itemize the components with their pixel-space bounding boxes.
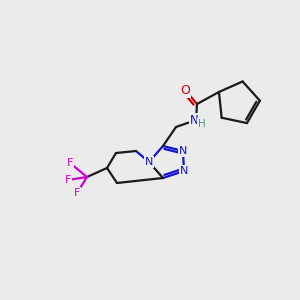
Text: F: F	[65, 175, 71, 185]
Text: O: O	[180, 83, 190, 97]
Text: H: H	[198, 119, 206, 129]
Text: F: F	[74, 188, 80, 198]
Text: F: F	[67, 158, 73, 168]
Text: N: N	[190, 113, 198, 127]
Text: N: N	[180, 166, 188, 176]
Text: N: N	[145, 157, 153, 167]
Text: N: N	[179, 146, 187, 156]
